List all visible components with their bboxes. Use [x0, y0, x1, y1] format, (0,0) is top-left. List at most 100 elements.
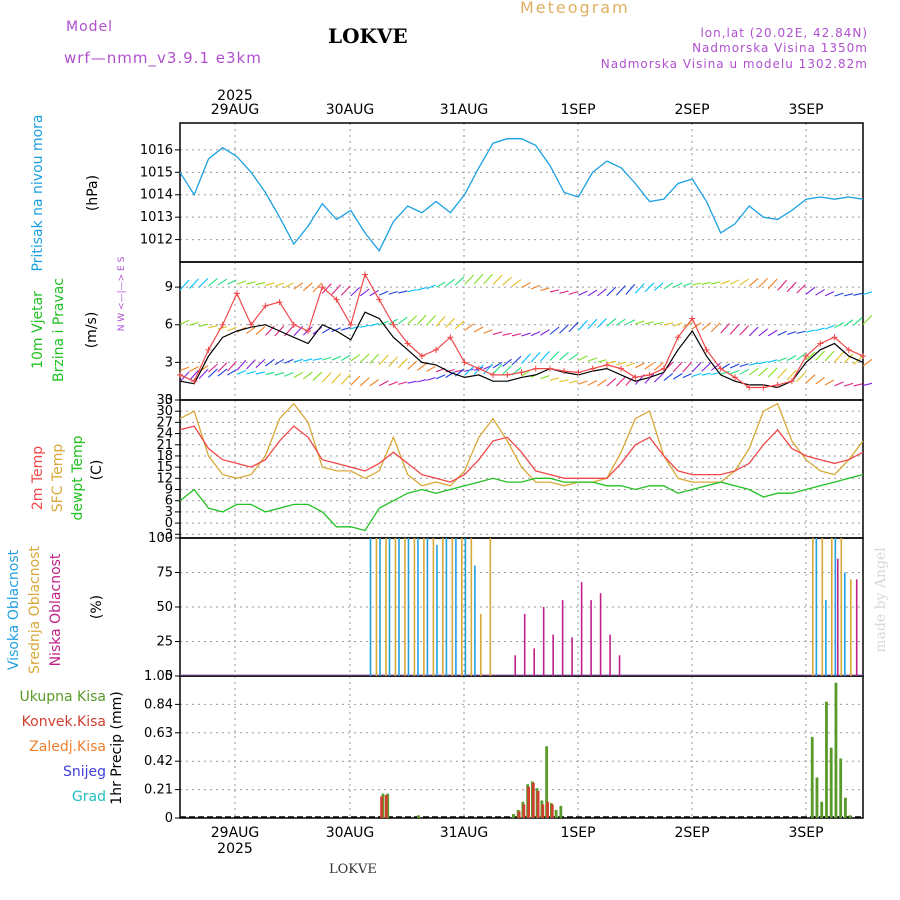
cloud-bar [388, 538, 391, 676]
wind-arrow [615, 285, 626, 296]
y-tick-label: 9 [165, 483, 173, 498]
wind-arrow [587, 380, 598, 386]
wind-arrow [378, 290, 389, 296]
cloud-bar [455, 538, 457, 676]
wind-arrow [653, 282, 664, 291]
y-tick-label: 1013 [140, 210, 173, 225]
bottom-day-label: 29AUG [211, 825, 260, 841]
wind-arrow [321, 283, 332, 294]
wind-arrow [530, 331, 541, 337]
wind-arrow [815, 327, 825, 332]
precip-bar [381, 793, 385, 818]
cloud-bar [821, 538, 824, 676]
wind-arrow [511, 279, 522, 287]
wind-arrow [834, 322, 844, 329]
wind-arrow [521, 282, 531, 289]
wind-arrow [492, 361, 503, 369]
wind-arrow [862, 291, 873, 296]
wind-arrow [578, 380, 588, 385]
wind-arrow [625, 284, 636, 295]
precip-bar [531, 782, 535, 818]
wind-gust-marker [177, 371, 183, 378]
wind-arrow [407, 315, 418, 325]
wind-arrow [198, 368, 209, 380]
wind-arrow [312, 282, 323, 293]
wind-arrow [293, 358, 303, 363]
y-tick-label: 1016 [140, 143, 173, 158]
precip-bar [559, 805, 563, 818]
cloud-bar [470, 538, 473, 676]
wind-arrow [208, 278, 218, 287]
elevation-info: Nadmorska Visina 1350m [692, 41, 868, 55]
wind-arrow [217, 326, 228, 330]
y-tick-label: 12 [156, 471, 173, 486]
wind-arrow [521, 353, 531, 364]
wind-arrow [189, 366, 199, 372]
wind-arrow [284, 371, 294, 377]
wind-arrow [445, 278, 455, 287]
wind-gust-marker [589, 365, 596, 372]
wind-arrow [198, 323, 209, 327]
wind-arrow [350, 353, 361, 362]
wind-arrow [568, 380, 579, 384]
wind-gust-marker [404, 340, 411, 347]
wind-gust-marker [717, 365, 724, 372]
wind-arrow [682, 361, 693, 373]
wind-gust-marker [390, 321, 397, 328]
y-tick-label: 0 [165, 669, 173, 684]
wind-arrow [853, 316, 863, 326]
precip-bar [810, 736, 814, 818]
y-tick-label: 6 [165, 494, 173, 509]
wind-arrow [189, 278, 199, 289]
wind-arrow [464, 323, 474, 331]
wind-arrow [625, 362, 636, 367]
wind-arrow [274, 372, 285, 376]
wind-arrow [758, 367, 769, 377]
y-tick-label: 0 [165, 811, 173, 826]
wind-arrow [255, 358, 266, 369]
wind-arrow [549, 326, 560, 335]
wind-arrow [710, 322, 721, 333]
wind-arrow [777, 368, 788, 379]
wind-arrow [587, 318, 598, 330]
wind-arrow [407, 380, 417, 384]
product-title: Meteogram [520, 0, 630, 17]
wind-arrow [729, 363, 740, 369]
wind-arrow [758, 328, 768, 337]
wind-arrow [445, 368, 455, 373]
wind-arrow [853, 383, 863, 387]
wind-arrow [312, 357, 322, 361]
wind-arrow [786, 369, 797, 381]
wind-arrow [862, 382, 873, 386]
wind-arrow [331, 284, 342, 295]
y-tick-label: 9 [165, 280, 173, 295]
wind-arrow [521, 332, 531, 337]
wind-arrow [672, 361, 683, 373]
wind-gust-marker [689, 315, 696, 322]
cloud-bar [542, 607, 545, 676]
wind-arrow [777, 330, 787, 336]
wind-arrow [559, 324, 569, 334]
wind-arrow [767, 367, 778, 378]
wind-arrow [340, 354, 351, 361]
wind-arrow [663, 322, 673, 326]
wind-arrow [208, 368, 218, 378]
wind-arrow [758, 277, 769, 288]
cloud-bar [464, 538, 467, 676]
wind-title-1: 10m Vjetar [30, 291, 46, 369]
wind-gust-marker [575, 369, 582, 376]
y-tick-label: 0.21 [144, 783, 173, 798]
cloud-bar [432, 538, 435, 676]
wind-arrow [767, 359, 778, 363]
wind-arrow [312, 371, 323, 381]
wind-arrow [540, 351, 550, 362]
wind-arrow [227, 360, 237, 372]
temp2m-line [179, 425, 864, 483]
y-tick-label: 0.42 [144, 754, 173, 769]
wind-gust-marker [817, 340, 824, 347]
wind-gust-marker [305, 328, 312, 334]
cloud-bar [844, 572, 846, 676]
cloud-bar [523, 613, 526, 676]
wind-arrow [340, 285, 351, 296]
wind-arrow [625, 319, 636, 325]
